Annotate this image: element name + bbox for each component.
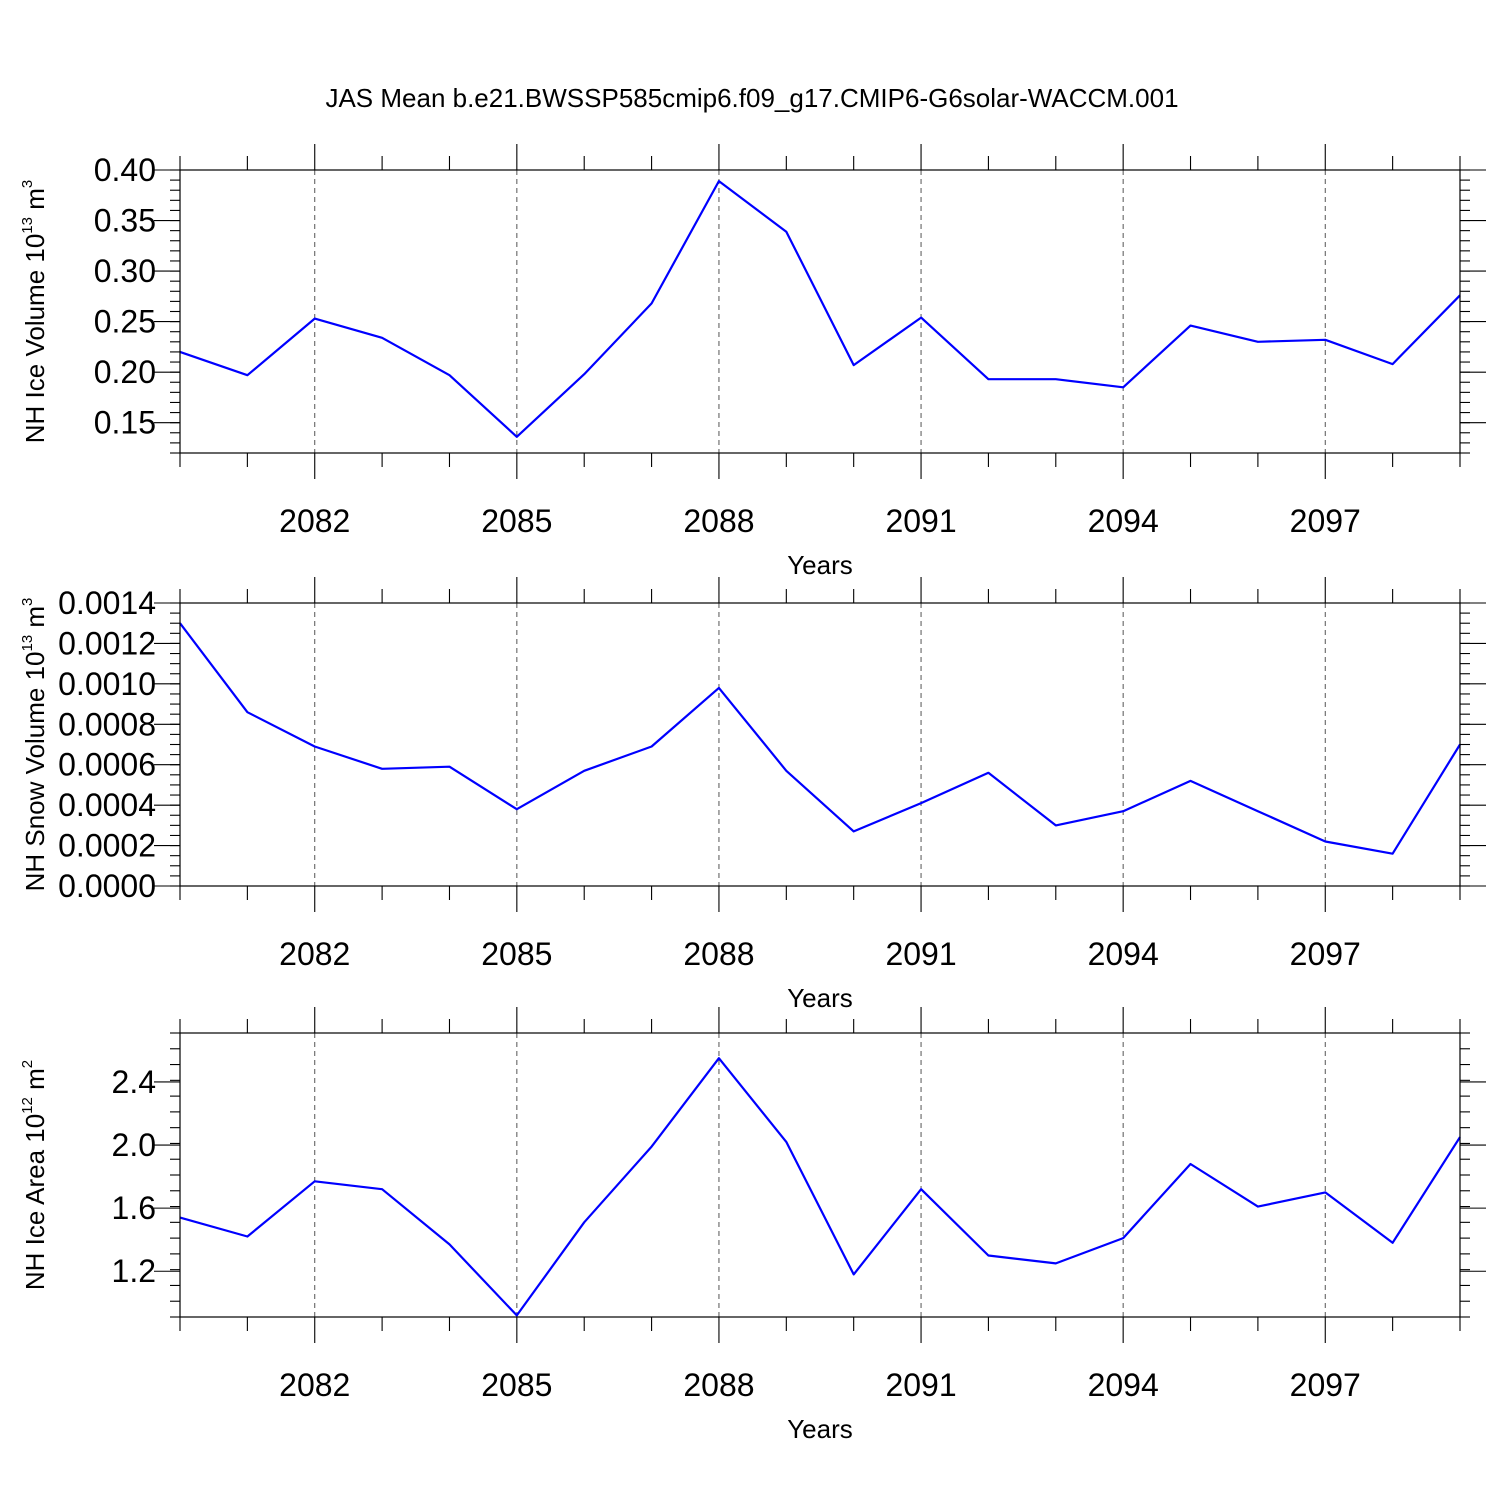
y-tick-label: 0.0000 (58, 868, 156, 904)
plot-frame (179, 1032, 1461, 1318)
panel-1: 0.15 0.20 0.25 0.30 0.35 0.40 2082 2085 2088 2091… (19, 144, 1486, 580)
y-tick-label: 1.6 (112, 1190, 156, 1226)
x-tick-label: 2094 (1088, 1367, 1159, 1403)
y-tick-label: 0.0002 (58, 828, 156, 864)
x-tick-label: 2082 (279, 503, 350, 539)
chart-title: JAS Mean b.e21.BWSSP585cmip6.f09_g17.CMI… (325, 83, 1178, 113)
x-tick-label: 2082 (279, 936, 350, 972)
y-tick-label: 0.0004 (58, 787, 156, 823)
y-tick-label: 0.0014 (58, 585, 156, 621)
x-axis-label: Years (787, 550, 853, 580)
x-tick-label: 2091 (885, 503, 956, 539)
x-tick-label: 2097 (1290, 503, 1361, 539)
x-tick-label: 2085 (481, 503, 552, 539)
series-line (179, 622, 1461, 855)
y-axis-label: NH Ice Volume 1013 m3 (19, 180, 50, 443)
y-tick-label: 2.0 (112, 1127, 156, 1163)
x-tick-label: 2097 (1290, 936, 1361, 972)
panel-2: 0.0000 0.0002 0.0004 0.0006 0.0008 0.0010 0.00… (19, 577, 1486, 1013)
y-tick-label: 0.0006 (58, 747, 156, 783)
chart-panels: 0.15 0.20 0.25 0.30 0.35 0.40 2082 2085 2088 2091… (19, 144, 1486, 1444)
x-tick-label: 2094 (1088, 503, 1159, 539)
series-line (179, 180, 1461, 438)
y-tick-label: 0.15 (94, 405, 156, 441)
x-tick-label: 2097 (1290, 1367, 1361, 1403)
y-tick-label: 0.0010 (58, 666, 156, 702)
x-tick-label: 2091 (885, 1367, 956, 1403)
x-tick-label: 2085 (481, 936, 552, 972)
panel-3: 1.2 1.6 2.0 2.4 2082 2085 2088 2091 2094 2097 Year… (19, 1007, 1486, 1444)
x-tick-label: 2091 (885, 936, 956, 972)
y-tick-label: 0.40 (94, 152, 156, 188)
y-tick-label: 0.25 (94, 304, 156, 340)
y-tick-label: 2.4 (112, 1064, 156, 1100)
plot-frame (179, 169, 1461, 454)
x-axis-label: Years (787, 1414, 853, 1444)
x-tick-label: 2088 (683, 503, 754, 539)
y-tick-label: 0.0008 (58, 706, 156, 742)
y-axis-label: NH Snow Volume 1013 m3 (19, 598, 50, 892)
series-line (179, 1057, 1461, 1317)
x-tick-label: 2082 (279, 1367, 350, 1403)
y-axis-label: NH Ice Area 1012 m2 (19, 1060, 50, 1290)
plot-frame (179, 602, 1461, 887)
y-tick-label: 0.30 (94, 253, 156, 289)
y-tick-label: 1.2 (112, 1253, 156, 1289)
y-tick-label: 0.35 (94, 203, 156, 239)
x-tick-label: 2088 (683, 1367, 754, 1403)
x-tick-label: 2094 (1088, 936, 1159, 972)
y-tick-label: 0.20 (94, 354, 156, 390)
x-tick-label: 2085 (481, 1367, 552, 1403)
x-axis-label: Years (787, 983, 853, 1013)
y-tick-label: 0.0012 (58, 625, 156, 661)
x-tick-label: 2088 (683, 936, 754, 972)
